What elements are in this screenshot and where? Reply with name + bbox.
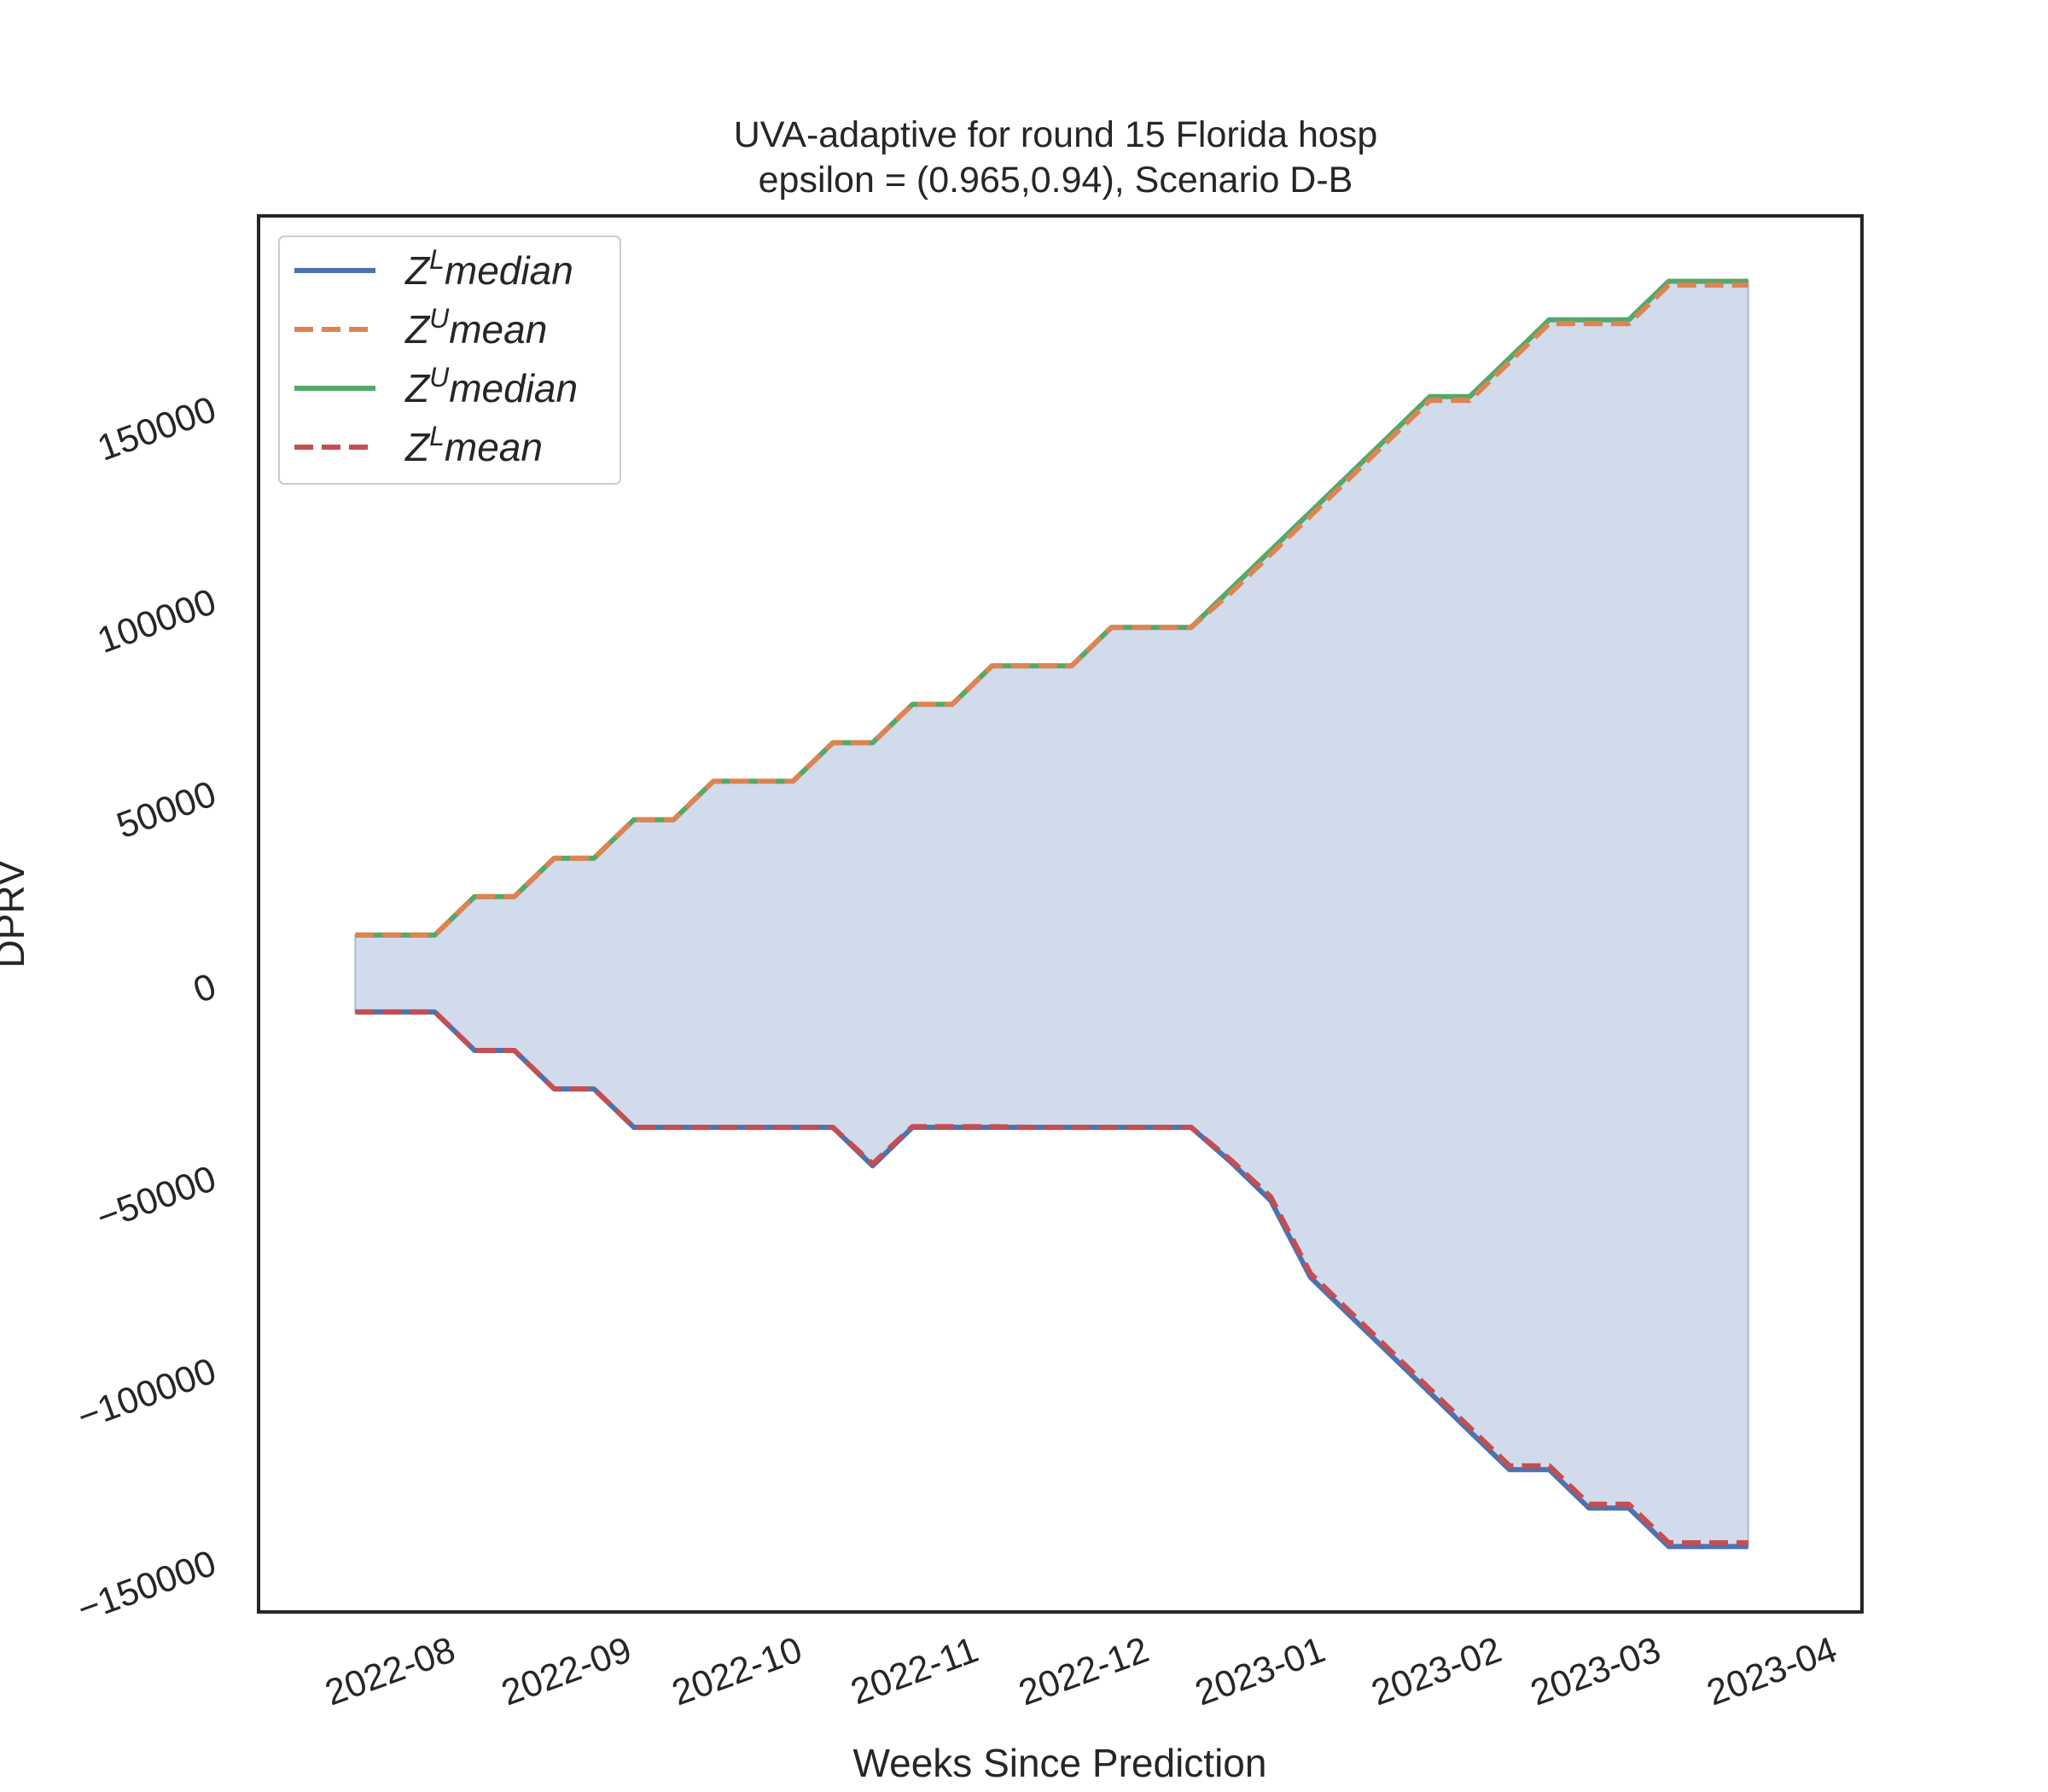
x-tick-label: 2022-11 — [846, 1629, 984, 1713]
x-tick-label: 2022-08 — [320, 1629, 461, 1713]
legend-box — [278, 236, 621, 485]
legend-label: ZUmedian — [404, 362, 578, 410]
y-tick-label: 100000 — [92, 581, 221, 661]
x-tick-label: 2023-04 — [1702, 1629, 1842, 1713]
y-axis-label: DPRV — [0, 859, 32, 968]
plot-area — [354, 278, 1749, 1550]
y-tick-label: 150000 — [92, 389, 221, 469]
x-tick-label: 2023-02 — [1366, 1629, 1507, 1713]
y-tick-label: 50000 — [112, 773, 222, 847]
x-tick-label: 2022-12 — [1014, 1629, 1155, 1713]
y-tick-label: −50000 — [91, 1158, 221, 1239]
x-tick-label: 2023-03 — [1526, 1629, 1667, 1713]
x-tick-label: 2022-10 — [666, 1629, 807, 1713]
x-tick-label: 2022-09 — [497, 1629, 637, 1713]
chart-subtitle: epsilon = (0.965,0.94), Scenario D-B — [759, 160, 1353, 201]
legend-label: ZUmean — [404, 303, 547, 352]
series-line-zu-mean — [355, 282, 1748, 938]
series-line-zl-mean — [355, 1009, 1748, 1545]
legend: ZLmedian ZUmean ZUmedian ZLmean — [278, 236, 621, 485]
y-tick-label: 0 — [189, 966, 222, 1011]
y-tick-label: −150000 — [73, 1543, 222, 1631]
legend-label: ZLmedian — [404, 244, 573, 293]
x-axis-ticks: 2022-08 2022-09 2022-10 2022-11 2022-12 2023-… — [320, 1629, 1842, 1713]
x-tick-label: 2023-01 — [1190, 1629, 1330, 1713]
x-axis-label: Weeks Since Prediction — [853, 1741, 1267, 1785]
axes-frame — [257, 214, 1864, 1614]
chart-title: UVA-adaptive for round 15 Florida hosp — [734, 114, 1378, 155]
y-tick-label: −100000 — [73, 1350, 222, 1438]
y-axis-ticks: −150000 −100000 −50000 0 50000 100000 150000 — [73, 389, 222, 1631]
legend-label: ZLmean — [404, 421, 543, 469]
